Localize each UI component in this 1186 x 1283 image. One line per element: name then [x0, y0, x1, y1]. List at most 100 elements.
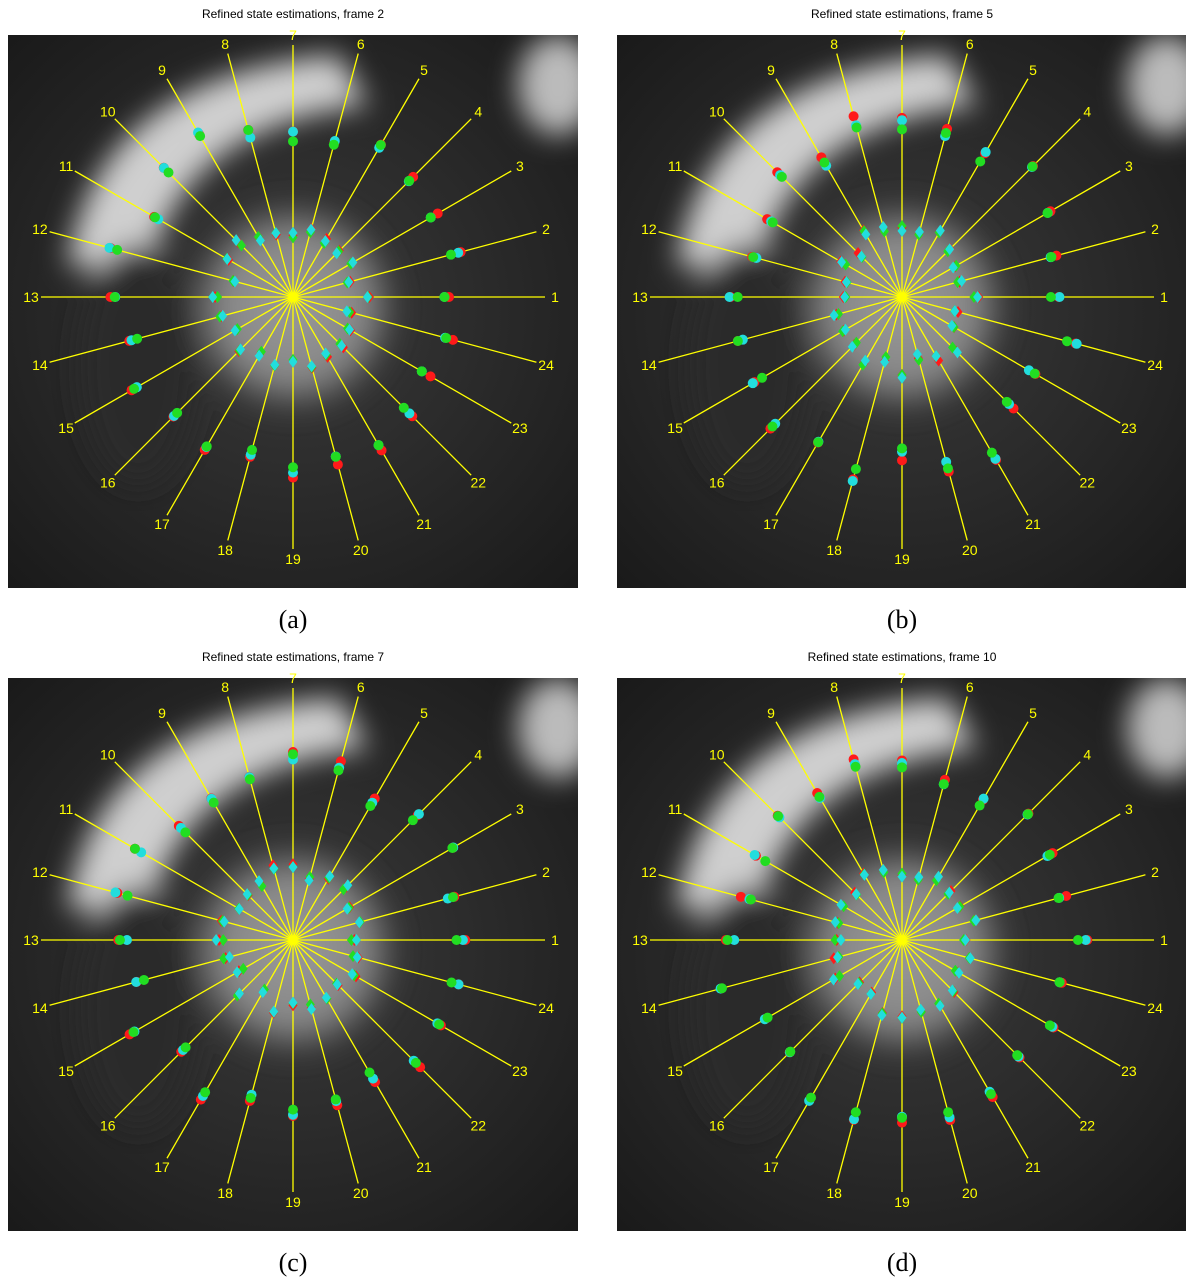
ray-label: 7	[898, 27, 906, 43]
circle-marker	[1046, 292, 1056, 302]
ray-label: 11	[59, 801, 74, 817]
circle-marker	[986, 1089, 996, 1099]
ray-label: 17	[763, 516, 779, 532]
ray-label: 14	[32, 357, 48, 373]
circle-marker	[1055, 977, 1065, 987]
ray-label: 5	[1029, 705, 1037, 721]
circle-marker	[767, 422, 777, 432]
ray-label: 18	[217, 1185, 233, 1201]
ray-label: 24	[1147, 1000, 1163, 1016]
circle-marker	[1028, 161, 1038, 171]
ray-label: 11	[59, 158, 74, 174]
ray-label: 17	[154, 1159, 170, 1175]
ray-label: 1	[551, 289, 559, 305]
ray-label: 8	[830, 36, 838, 52]
circle-marker	[132, 334, 142, 344]
circle-marker	[760, 856, 770, 866]
circle-marker	[452, 935, 462, 945]
ray-label: 2	[1151, 864, 1159, 880]
ray-label: 11	[668, 158, 683, 174]
circle-marker	[195, 131, 205, 141]
ray-label: 9	[767, 62, 775, 78]
circle-marker	[733, 292, 743, 302]
circle-marker	[408, 815, 418, 825]
ray-label: 5	[1029, 62, 1037, 78]
circle-marker	[897, 1113, 907, 1123]
circle-marker	[288, 127, 298, 137]
panel-title: Refined state estimations, frame 7	[202, 650, 384, 664]
image-panel	[617, 35, 1186, 588]
circle-marker	[897, 455, 907, 465]
ray-label: 7	[898, 670, 906, 686]
circle-marker	[1062, 336, 1072, 346]
circle-marker	[1030, 369, 1040, 379]
image	[8, 678, 598, 1231]
circle-marker	[329, 140, 339, 150]
ray-label: 2	[542, 221, 550, 237]
circle-marker	[1054, 292, 1064, 302]
ray-label: 15	[667, 1063, 683, 1079]
circle-marker	[736, 892, 746, 902]
ray-label: 2	[542, 864, 550, 880]
circle-marker	[757, 373, 767, 383]
circle-marker	[987, 448, 997, 458]
circle-marker	[939, 779, 949, 789]
circle-marker	[399, 403, 409, 413]
ray-label: 21	[1025, 1159, 1041, 1175]
bright-top-right	[518, 35, 598, 135]
ray-label: 24	[538, 357, 554, 373]
circle-marker	[365, 801, 375, 811]
circle-marker	[1073, 935, 1083, 945]
circle-marker	[733, 336, 743, 346]
ray-label: 20	[353, 1185, 369, 1201]
figure: Refined state estimations, frame 2(a)123…	[0, 0, 1186, 1283]
circle-marker	[129, 384, 139, 394]
circle-marker	[288, 1105, 298, 1115]
circle-marker	[164, 168, 174, 178]
image-panel	[8, 35, 598, 588]
ray-label: 16	[100, 474, 116, 490]
ray-label: 21	[1025, 516, 1041, 532]
circle-marker	[110, 292, 120, 302]
circle-marker	[849, 111, 859, 121]
circle-marker	[748, 252, 758, 262]
ray-label: 14	[641, 1000, 657, 1016]
ray-label: 12	[32, 864, 48, 880]
ray-label: 20	[353, 542, 369, 558]
ray-label: 16	[100, 1117, 116, 1133]
ray-label: 3	[516, 158, 524, 174]
ray-label: 7	[289, 670, 297, 686]
circle-marker	[202, 441, 212, 451]
circle-marker	[1023, 809, 1033, 819]
ray-label: 13	[632, 932, 648, 948]
ray-label: 13	[23, 289, 39, 305]
image	[617, 678, 1186, 1231]
ray-label: 16	[709, 1117, 725, 1133]
circle-marker	[1043, 208, 1053, 218]
ray-label: 1	[1160, 289, 1168, 305]
circle-marker	[851, 762, 861, 772]
circle-marker	[1072, 339, 1082, 349]
ray-label: 14	[641, 357, 657, 373]
circle-marker	[943, 463, 953, 473]
image-panel	[617, 678, 1186, 1231]
ray-label: 8	[830, 679, 838, 695]
ray-label: 23	[512, 1063, 528, 1079]
circle-marker	[943, 1107, 953, 1117]
ray-label: 3	[1125, 801, 1133, 817]
circle-marker	[434, 1019, 444, 1029]
ray-label: 23	[512, 420, 528, 436]
ray-label: 2	[1151, 221, 1159, 237]
circle-marker	[1045, 850, 1055, 860]
circle-marker	[123, 891, 133, 901]
circle-marker	[447, 977, 457, 987]
circle-marker	[848, 476, 858, 486]
bright-top-right	[518, 678, 598, 778]
ray-label: 10	[709, 104, 725, 120]
dark-ring	[78, 245, 198, 485]
circle-marker	[748, 378, 758, 388]
circle-marker	[750, 850, 760, 860]
ray-label: 16	[709, 474, 725, 490]
circle-marker	[172, 408, 182, 418]
ray-label: 17	[154, 516, 170, 532]
